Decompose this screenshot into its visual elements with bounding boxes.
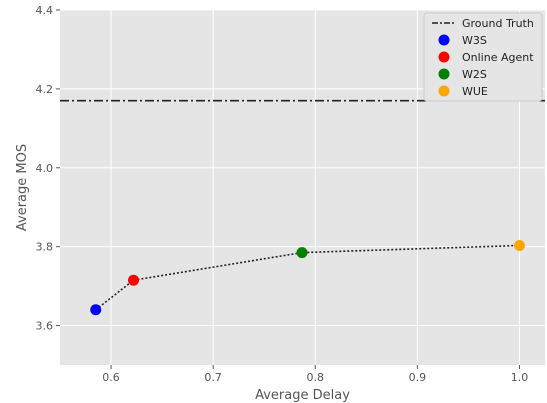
legend-w3s-swatch [438,34,450,46]
point-w3s [90,304,102,316]
legend-online-agent-swatch [438,51,450,63]
point-wue [513,239,525,251]
x-tick-label: 0.9 [409,371,427,384]
point-online-agent [128,274,140,286]
x-tick-label: 0.8 [307,371,325,384]
x-tick-label: 0.7 [204,371,222,384]
y-tick-label: 4.2 [36,83,54,96]
x-axis: 0.6 0.7 0.8 0.9 1.0 [102,365,528,384]
y-axis: 3.6 3.8 4.0 4.2 4.4 [36,4,60,333]
legend-w2s-swatch [438,68,450,80]
legend-box [423,12,543,102]
x-tick-label: 0.6 [102,371,120,384]
legend-online-agent-label: Online Agent [462,51,534,64]
y-axis-label: Average MOS [15,144,30,231]
legend-w2s-label: W2S [462,68,487,81]
point-w2s [296,247,308,259]
y-tick-label: 4.0 [36,162,54,175]
legend-wue-swatch [438,85,450,97]
x-axis-label: Average Delay [255,388,350,403]
series-connector-line [95,244,520,311]
legend-ground-truth-label: Ground Truth [462,17,534,30]
legend: Ground Truth W3S Online Agent W2S WUE [423,12,543,102]
y-tick-label: 3.6 [36,320,54,333]
y-tick-label: 3.8 [36,241,54,254]
legend-w3s-label: W3S [462,34,487,47]
legend-wue-label: WUE [462,85,488,98]
x-tick-label: 1.0 [511,371,529,384]
y-tick-label: 4.4 [36,4,54,17]
data-points [90,239,525,316]
